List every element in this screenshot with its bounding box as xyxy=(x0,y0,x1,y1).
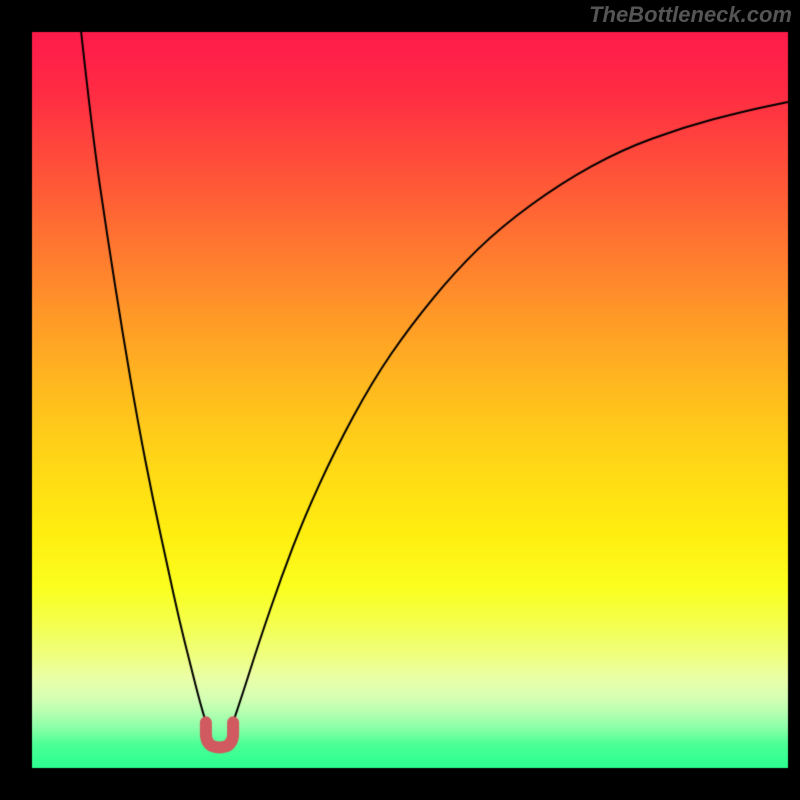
plot-canvas xyxy=(0,0,800,800)
watermark-text: TheBottleneck.com xyxy=(589,2,792,28)
figure-container: TheBottleneck.com xyxy=(0,0,800,800)
